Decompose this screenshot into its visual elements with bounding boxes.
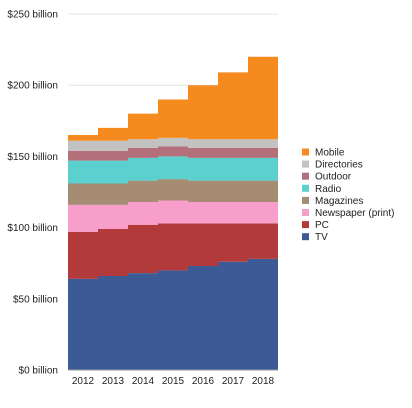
x-axis: 2012 2013 2014 2015 2016 2017 2018 (68, 369, 278, 387)
area-newspaper-print (68, 200, 278, 232)
x-tick-label: 2017 (222, 376, 245, 387)
series-layers (68, 56, 278, 370)
area-tv (68, 258, 278, 370)
legend-swatch-pc (302, 221, 309, 229)
x-tick-label: 2012 (72, 376, 95, 387)
legend-swatch-directories (302, 160, 309, 168)
y-tick-label: $100 billion (7, 223, 58, 234)
y-tick-label: $0 billion (19, 366, 58, 377)
x-tick-label: 2018 (252, 376, 275, 387)
y-tick-label: $150 billion (7, 152, 58, 163)
area-directories (68, 137, 278, 151)
area-outdoor (68, 146, 278, 161)
x-tick-label: 2014 (132, 376, 155, 387)
y-axis: $0 billion $50 billion $100 billion $150 bi… (7, 10, 58, 377)
legend-label-radio: Radio (315, 184, 342, 195)
y-tick-label: $250 billion (7, 10, 58, 21)
area-magazines (68, 179, 278, 205)
legend-label-outdoor: Outdoor (315, 172, 352, 183)
legend-label-tv: TV (315, 232, 328, 243)
legend-label-magazines: Magazines (315, 196, 363, 207)
legend-label-newspaper-print: Newspaper (print) (315, 208, 394, 219)
x-tick-label: 2013 (102, 376, 125, 387)
x-tick-label: 2015 (162, 376, 185, 387)
legend-label-pc: PC (315, 220, 329, 231)
area-radio (68, 156, 278, 184)
legend-label-directories: Directories (315, 160, 363, 171)
legend-swatch-newspaper-print (302, 209, 309, 216)
legend-swatch-mobile (302, 148, 309, 156)
x-tick-label: 2016 (192, 376, 215, 387)
legend: MobileDirectoriesOutdoorRadioMagazinesNe… (302, 148, 394, 243)
y-tick-label: $200 billion (7, 81, 58, 92)
area-pc (68, 223, 278, 279)
legend-swatch-outdoor (302, 172, 309, 180)
legend-label-mobile: Mobile (315, 148, 345, 159)
y-tick-label: $50 billion (13, 294, 58, 305)
legend-swatch-magazines (302, 196, 309, 204)
legend-swatch-tv (302, 233, 309, 241)
area-mobile (68, 56, 278, 141)
legend-swatch-radio (302, 184, 309, 192)
